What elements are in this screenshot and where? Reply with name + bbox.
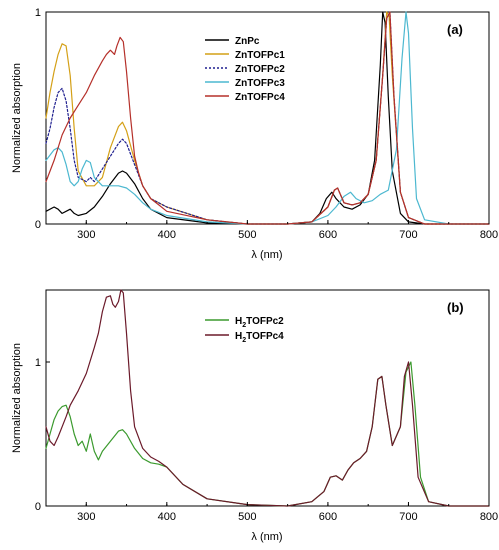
panel-a-x-tick-label: 500: [238, 229, 256, 241]
panel-a-series-line-2: [45, 11, 490, 225]
panel-b-series-line-0: [45, 361, 490, 507]
panel-a-x-tick-label: 800: [480, 229, 498, 241]
panel-b-legend: H2TOFPc2 H2TOFPc4: [205, 316, 284, 344]
panel-b-label: (b): [447, 300, 464, 315]
panel-b-y-tick-label: 0: [35, 501, 41, 513]
panel-a-x-ticks: 300 400 500 600 700 800: [45, 220, 498, 241]
panel-a-y-axis-title: Normalized absorption: [11, 63, 23, 173]
panel-a-series-line-3: [45, 11, 490, 225]
panel-a-legend-label: ZnTOFPc2: [235, 64, 285, 75]
panel-b-x-axis-title: λ (nm): [251, 531, 282, 543]
panel-b-legend-label: H2TOFPc4: [235, 331, 284, 344]
panel-b-series: [45, 289, 490, 507]
panel-a-label: (a): [447, 22, 463, 37]
panel-a-series-line-0: [45, 11, 490, 225]
panel-a-x-axis-title: λ (nm): [251, 249, 282, 261]
panel-a-frame: [45, 11, 490, 225]
panel-b-frame: [45, 289, 490, 507]
panel-b-x-tick-label: 700: [399, 511, 417, 523]
panel-a-series-line-1: [45, 11, 490, 225]
panel-b-y-ticks: 01: [35, 357, 50, 513]
panel-b-x-tick-label: 600: [319, 511, 337, 523]
panel-b: 300 400 500 600 700 800 01 (b) λ (nm) Normali…: [11, 289, 498, 543]
panel-a-y-ticks: 01: [35, 7, 50, 231]
panel-a-y-tick-label: 1: [35, 7, 41, 19]
panel-a-legend: ZnPc ZnTOFPc1 ZnTOFPc2 ZnTOFPc3 ZnTOFPc4: [205, 36, 285, 103]
panel-a-x-tick-label: 700: [399, 229, 417, 241]
panel-b-x-tick-label: 400: [158, 511, 176, 523]
panel-b-y-tick-label: 1: [35, 357, 41, 369]
panel-a-legend-label: ZnTOFPc1: [235, 50, 285, 61]
panel-b-y-axis-title: Normalized absorption: [11, 343, 23, 453]
panel-a-legend-label: ZnTOFPc3: [235, 78, 285, 89]
panel-a-x-tick-label: 400: [158, 229, 176, 241]
panel-a: 300 400 500 600 700 800 01 (a) λ (nm) Normali…: [11, 7, 498, 261]
panel-a-legend-label: ZnTOFPc4: [235, 92, 285, 103]
panel-b-x-ticks: 300 400 500 600 700 800: [45, 502, 498, 523]
panel-b-x-tick-label: 300: [77, 511, 95, 523]
panel-b-legend-label: H2TOFPc2: [235, 316, 284, 329]
panel-b-x-tick-label: 800: [480, 511, 498, 523]
panel-a-legend-label: ZnPc: [235, 36, 260, 47]
panel-a-y-tick-label: 0: [35, 219, 41, 231]
panel-a-series: [45, 11, 490, 225]
panel-a-series-line-4: [45, 11, 490, 225]
panel-b-series-line-1: [45, 289, 490, 507]
panel-b-x-tick-label: 500: [238, 511, 256, 523]
panel-a-x-tick-label: 300: [77, 229, 95, 241]
panel-a-x-tick-label: 600: [319, 229, 337, 241]
